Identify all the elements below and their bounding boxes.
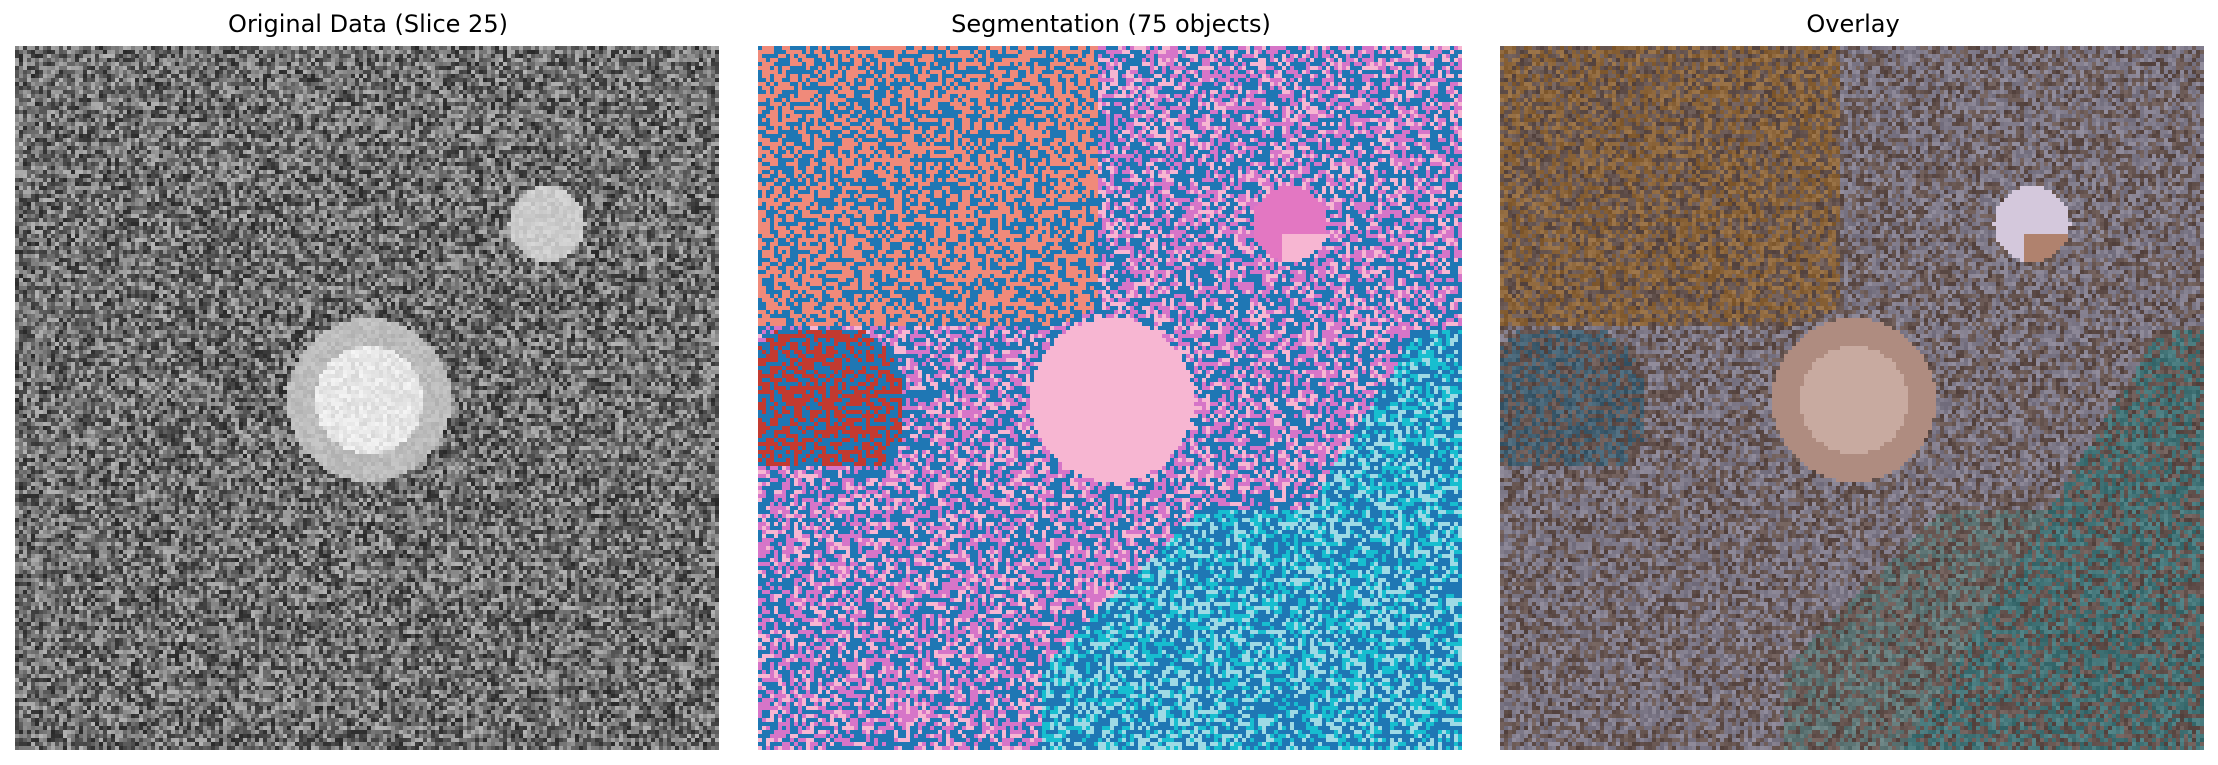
overlay-image [1500, 46, 2204, 750]
panel-title-overlay: Overlay [1806, 10, 1900, 38]
panel-title-segmentation: Segmentation (75 objects) [951, 10, 1271, 38]
segmentation-image [758, 46, 1462, 750]
panel-title-original: Original Data (Slice 25) [228, 10, 508, 38]
original-data-image [15, 46, 719, 750]
panel-original-data: Original Data (Slice 25) [15, 0, 721, 765]
panel-overlay: Overlay [1500, 0, 2206, 765]
panel-segmentation: Segmentation (75 objects) [758, 0, 1464, 765]
